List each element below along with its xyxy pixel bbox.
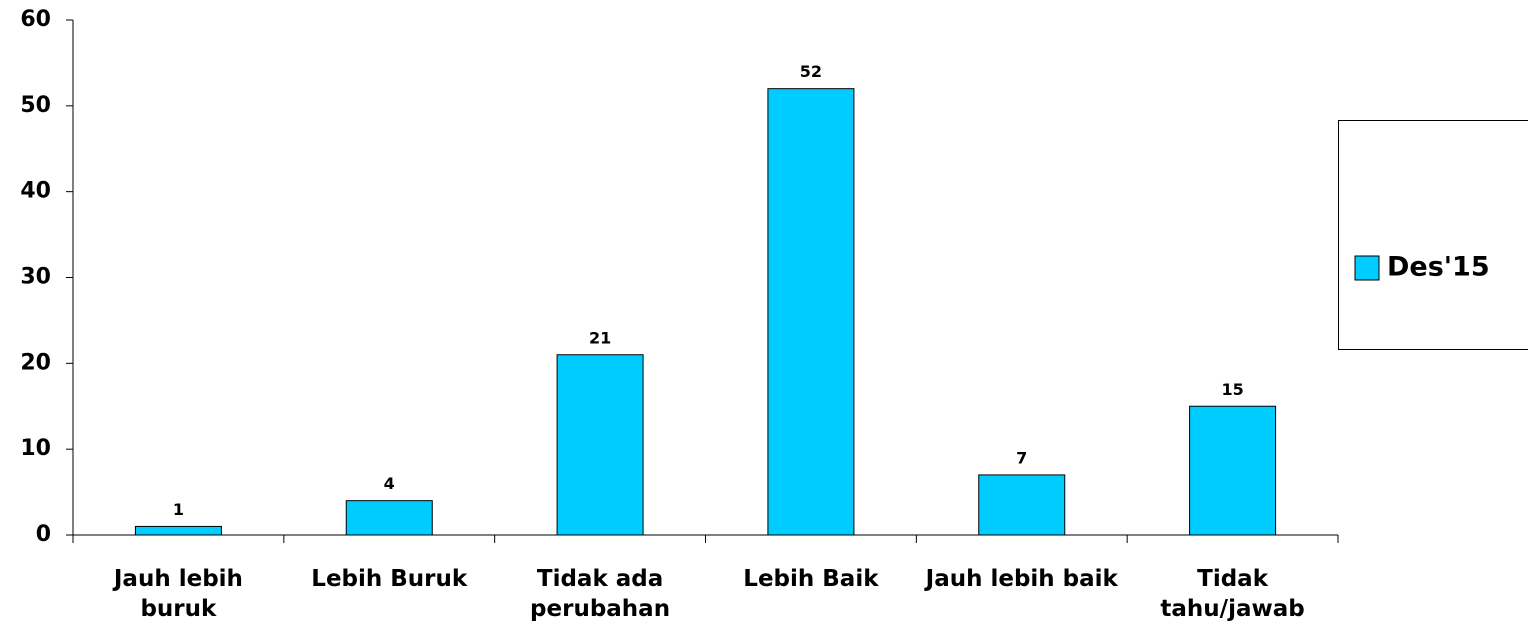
x-tick-label: Jauh lebih baik bbox=[925, 566, 1118, 592]
x-tick-label: Jauh lebih buruk bbox=[113, 566, 243, 622]
bar bbox=[1189, 405, 1277, 536]
data-label: 52 bbox=[800, 62, 822, 81]
bar bbox=[345, 500, 433, 536]
data-label: 15 bbox=[1221, 380, 1243, 399]
bar bbox=[134, 525, 222, 536]
bar bbox=[556, 354, 644, 536]
legend-box bbox=[1338, 120, 1528, 350]
x-tick-label: Tidak ada perubahan bbox=[530, 566, 671, 622]
y-tick-label: 60 bbox=[20, 7, 51, 32]
bar bbox=[767, 88, 855, 536]
y-tick-label: 0 bbox=[36, 522, 51, 547]
y-tick-label: 20 bbox=[20, 350, 51, 375]
x-tick-label: Lebih Baik bbox=[743, 566, 879, 592]
y-tick-label: 40 bbox=[20, 179, 51, 204]
x-tick-label: Tidak tahu/jawab bbox=[1160, 566, 1305, 622]
y-tick-label: 50 bbox=[20, 93, 51, 118]
legend-swatch bbox=[1354, 255, 1380, 281]
data-label: 7 bbox=[1016, 448, 1027, 467]
bar bbox=[978, 474, 1066, 536]
data-label: 21 bbox=[589, 328, 611, 347]
data-label: 4 bbox=[384, 474, 395, 493]
x-tick-label: Lebih Buruk bbox=[311, 566, 468, 592]
data-label: 1 bbox=[173, 500, 184, 519]
legend-label: Des'15 bbox=[1387, 252, 1490, 283]
y-tick-label: 10 bbox=[20, 436, 51, 461]
y-tick-label: 30 bbox=[20, 265, 51, 290]
